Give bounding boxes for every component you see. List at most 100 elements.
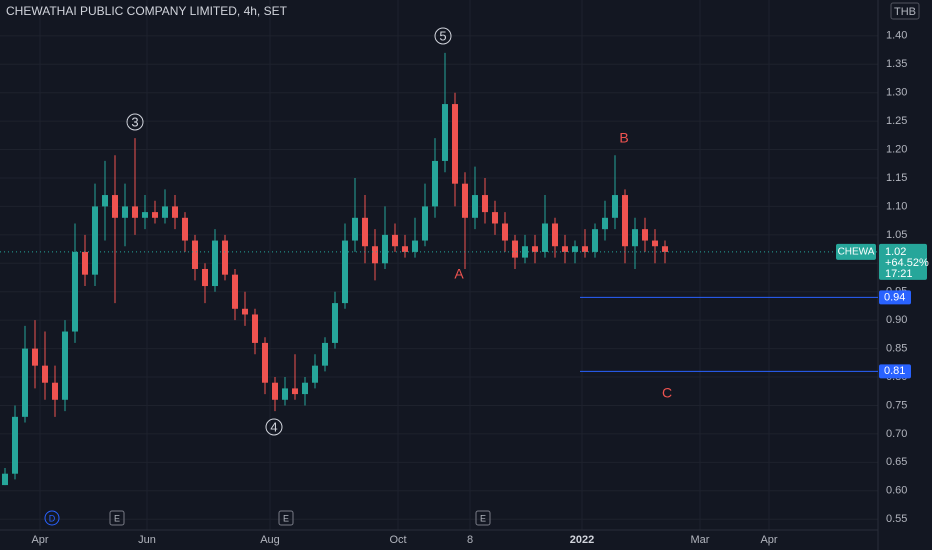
candle-body (172, 206, 178, 218)
y-tick-label: 1.20 (886, 143, 907, 155)
candle-body (512, 240, 518, 258)
candle-body (102, 195, 108, 207)
candle-body (572, 246, 578, 252)
x-tick-label: 8 (467, 534, 473, 546)
candle-body (302, 382, 308, 395)
event-label: E (114, 513, 120, 523)
wave-label: C (662, 385, 672, 401)
candle-body (232, 274, 238, 309)
wave-circle (265, 418, 283, 436)
chart-title: CHEWATHAI PUBLIC COMPANY LIMITED, 4h, SE… (6, 4, 288, 18)
candle-body (612, 195, 618, 218)
level-label: 0.81 (884, 365, 905, 377)
candle-body (392, 234, 398, 247)
candle-body (62, 331, 68, 400)
y-tick-label: 1.25 (886, 115, 907, 127)
x-tick-label: Apr (31, 534, 48, 546)
change-label: +64.52% (885, 257, 929, 269)
x-tick-label: Mar (691, 534, 710, 546)
x-tick-label: Aug (260, 534, 280, 546)
candle-body (332, 303, 338, 343)
candle-body (442, 104, 448, 161)
candle-body (652, 240, 658, 247)
event-markers: D E E E (44, 510, 491, 526)
candle-body (212, 240, 218, 287)
candle-body (492, 212, 498, 224)
y-tick-label: 0.75 (886, 399, 907, 411)
candle-body (422, 206, 428, 241)
candle-body (622, 195, 628, 247)
candle-body (322, 342, 328, 366)
candle-body (252, 314, 258, 343)
level-label-box (879, 290, 911, 305)
candle-body (292, 388, 298, 395)
candle-body (72, 251, 78, 332)
candle-body (202, 268, 208, 287)
candle-body (142, 212, 148, 218)
candle-body (112, 195, 118, 218)
candle-body (152, 212, 158, 218)
countdown-label: 17:21 (885, 268, 913, 280)
wave-circle (434, 27, 452, 45)
y-tick-label: 0.60 (886, 485, 907, 497)
candle-body (432, 160, 438, 207)
y-tick-label: 1.10 (886, 200, 907, 212)
candle-body (282, 388, 288, 400)
wave-label: B (619, 130, 628, 146)
candle-body (342, 240, 348, 304)
level-label: 0.94 (884, 291, 905, 303)
y-tick-label: 1.40 (886, 30, 907, 42)
candle-body (92, 206, 98, 275)
candle-body (122, 206, 128, 218)
y-tick-label: 0.55 (886, 513, 907, 525)
candle-body (402, 246, 408, 252)
candle-body (242, 308, 248, 315)
candle-body (42, 365, 48, 383)
wave-label: 4 (270, 419, 277, 434)
candle-body (12, 416, 18, 474)
candle-body (22, 348, 28, 417)
wave-circle (126, 113, 144, 131)
candle-body (52, 382, 58, 400)
candle-body (472, 195, 478, 218)
y-tick-label: 1.35 (886, 58, 907, 70)
candle-body (2, 473, 8, 486)
symbol-label: CHEWA (838, 247, 875, 258)
y-tick-label: 0.70 (886, 428, 907, 440)
candle-body (592, 229, 598, 252)
candle-body (382, 234, 388, 264)
wave-label: 3 (131, 114, 138, 129)
currency: THB (894, 6, 916, 18)
event-label: E (283, 513, 289, 523)
wave-labels: 3 4 5 A B C (126, 27, 672, 436)
earnings-marker[interactable] (109, 510, 125, 526)
candle-body (462, 183, 468, 218)
x-tick-label: 2022 (570, 534, 594, 546)
earnings-marker[interactable] (475, 510, 491, 526)
candle-body (562, 246, 568, 252)
level-label-box (879, 364, 911, 379)
candle-body (132, 206, 138, 218)
candle-body (182, 217, 188, 241)
x-tick-label: Jun (138, 534, 156, 546)
candle-body (482, 195, 488, 213)
currency-box[interactable] (890, 2, 920, 20)
candle-body (352, 217, 358, 241)
candle-body (582, 246, 588, 252)
earnings-marker[interactable] (278, 510, 294, 526)
candle-body (222, 240, 228, 275)
y-tick-label: 1.15 (886, 172, 907, 184)
y-tick-label: 1.30 (886, 87, 907, 99)
candle-body (162, 206, 168, 218)
candle-body (552, 223, 558, 247)
candle-body (642, 229, 648, 241)
y-tick-label: 1.05 (886, 229, 907, 241)
wave-label: A (454, 266, 464, 282)
dividend-marker[interactable] (44, 510, 60, 526)
symbol-box (836, 243, 876, 260)
last-price-label: 1.02 (885, 246, 906, 258)
candle-body (632, 229, 638, 247)
candle-body (32, 348, 38, 366)
